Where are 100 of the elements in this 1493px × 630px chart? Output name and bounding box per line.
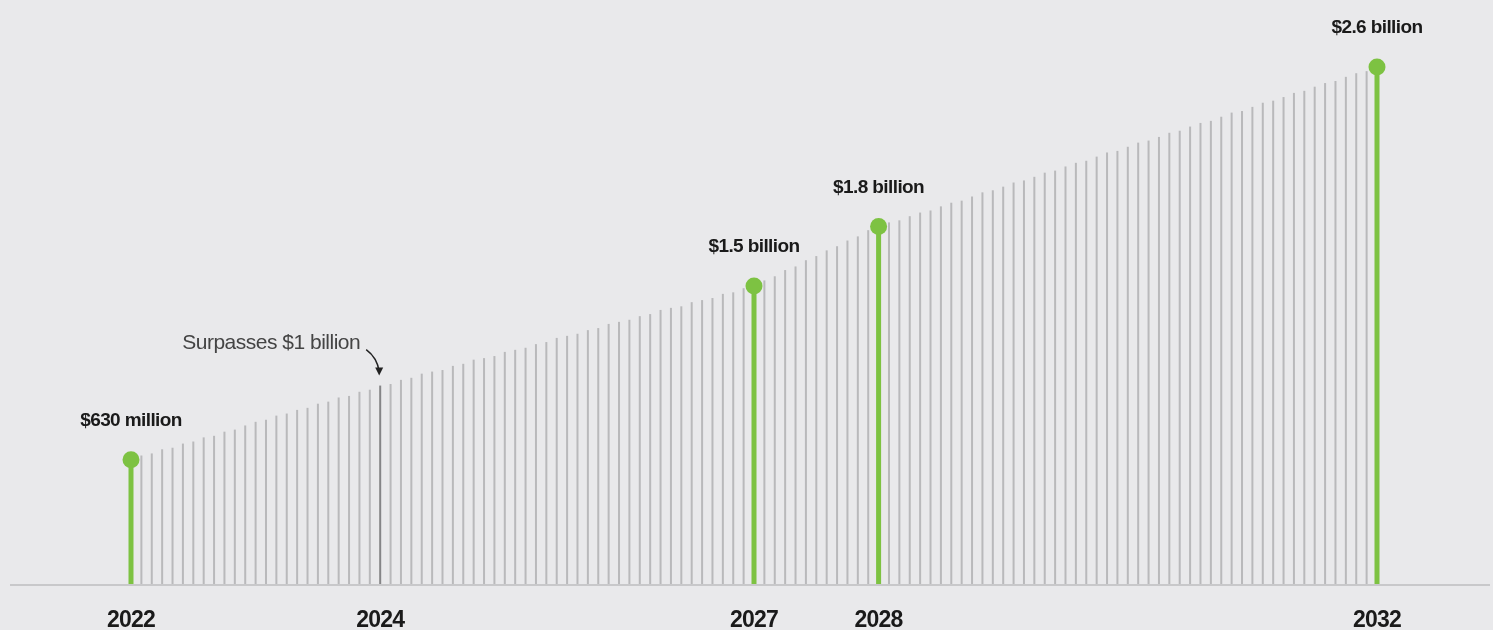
bar: [483, 358, 486, 585]
bar: [285, 413, 288, 585]
bar: [732, 292, 735, 585]
bar: [846, 240, 849, 585]
bar: [1116, 150, 1119, 585]
bar: [856, 236, 859, 585]
bar: [1261, 102, 1264, 585]
bar: [815, 256, 818, 585]
bar: [441, 370, 444, 585]
bar: [514, 349, 517, 585]
bar: [919, 212, 922, 585]
bar: [213, 435, 216, 585]
x-tick-label: 2027: [730, 606, 778, 630]
bar: [1012, 182, 1015, 585]
bar: [1095, 156, 1098, 585]
bar: [950, 202, 953, 585]
bar: [773, 276, 776, 585]
bar: [618, 321, 621, 585]
bar: [711, 298, 714, 585]
bar: [1251, 106, 1254, 585]
x-tick-label: 2028: [854, 606, 904, 630]
bar: [721, 293, 724, 585]
bar: [1126, 146, 1129, 585]
bar: [867, 230, 870, 585]
bar: [649, 314, 652, 585]
bar: [192, 441, 195, 585]
bar: [960, 200, 963, 585]
bar: [555, 337, 558, 585]
bar: [638, 316, 641, 585]
bar: [254, 421, 257, 585]
annotation: $630 million: [80, 408, 182, 430]
bar: [358, 391, 361, 585]
bar: [1157, 136, 1160, 585]
bar: [202, 437, 205, 585]
bar: [1199, 122, 1202, 585]
bar: [1106, 152, 1109, 585]
bar: [784, 270, 787, 585]
bar: [150, 453, 153, 585]
bar: [410, 377, 413, 585]
bar: [971, 196, 974, 585]
bar: [233, 429, 236, 585]
bar: [898, 220, 901, 585]
bar: [690, 302, 693, 585]
bar: [1137, 142, 1140, 585]
bar: [669, 307, 672, 585]
point: [122, 451, 140, 469]
bar: [368, 389, 371, 585]
annotation: Surpasses $1 billion: [182, 329, 361, 353]
bar: [244, 425, 247, 585]
point: [1368, 58, 1386, 76]
bar: [981, 192, 984, 585]
bar: [628, 319, 631, 585]
x-tick-label: 2032: [1353, 606, 1401, 630]
bar: [939, 206, 942, 585]
bar: [825, 250, 828, 585]
annotation: $2.6 billion: [1331, 16, 1423, 37]
bar: [1209, 120, 1212, 585]
bar: [929, 210, 932, 585]
bar: [389, 384, 392, 585]
bar: [607, 323, 610, 585]
bar: [296, 409, 299, 585]
bar: [1272, 100, 1275, 585]
bar: [337, 397, 340, 585]
bar: [1022, 180, 1025, 585]
bar: [804, 260, 807, 585]
bar: [451, 365, 454, 585]
bar: [1074, 162, 1077, 585]
bar: [1147, 140, 1150, 585]
bar: [1355, 73, 1358, 585]
bar: [1313, 86, 1316, 585]
bar: [1230, 112, 1233, 585]
bar: [991, 190, 994, 585]
bar: [1241, 111, 1244, 585]
bar: [1178, 130, 1181, 585]
bar: [431, 371, 434, 585]
bar: [794, 266, 797, 585]
bar: [1043, 172, 1046, 585]
bar: [1334, 80, 1337, 585]
annotation: $1.8 billion: [833, 175, 925, 197]
bar: [908, 216, 911, 585]
point: [870, 218, 888, 236]
bar: [1064, 166, 1067, 585]
bar: [1324, 83, 1327, 585]
bar: [1168, 132, 1171, 585]
bar: [1282, 97, 1285, 585]
bar: [836, 246, 839, 585]
bar: [566, 335, 569, 585]
bar: [379, 385, 382, 585]
bar: [763, 280, 766, 585]
bar: [742, 288, 745, 585]
bar: [1344, 76, 1347, 585]
bar: [1365, 71, 1368, 585]
bar: [275, 415, 278, 585]
bar: [1220, 116, 1223, 585]
bar: [306, 407, 309, 585]
bar: [887, 222, 890, 585]
bar: [181, 443, 184, 585]
bar: [586, 330, 589, 585]
bar: [701, 300, 704, 585]
point: [745, 277, 763, 295]
